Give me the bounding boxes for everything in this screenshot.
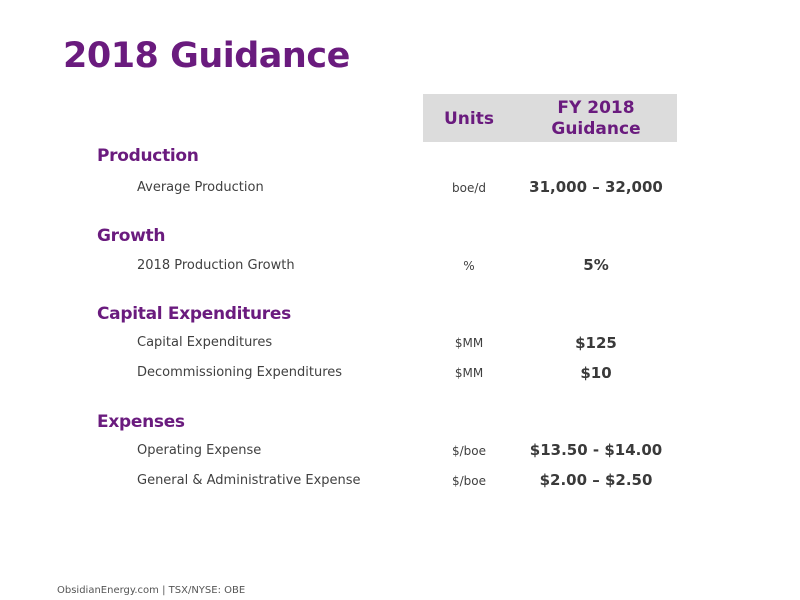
row-label: Decommissioning Expenditures <box>137 365 343 380</box>
page-title: 2018 Guidance <box>63 36 350 76</box>
row-unit: $MM <box>454 366 484 380</box>
row-unit: boe/d <box>451 181 486 195</box>
row-value: $2.00 – $2.50 <box>539 471 653 489</box>
guidance-header-line2: Guidance <box>551 119 641 139</box>
row-label: Average Production <box>137 180 264 195</box>
guidance-column-header: FY 2018 Guidance <box>515 98 677 140</box>
section-heading-production: Production <box>97 146 199 166</box>
units-column-header: Units <box>444 109 494 129</box>
section-heading-growth: Growth <box>97 226 166 246</box>
section-heading-expenses: Expenses <box>97 412 185 432</box>
row-unit: $/boe <box>451 474 487 488</box>
row-label: Capital Expenditures <box>137 335 273 350</box>
footer-text: ObsidianEnergy.com | TSX/NYSE: OBE <box>57 585 246 596</box>
row-unit: % <box>463 259 475 273</box>
row-label: General & Administrative Expense <box>137 473 361 488</box>
row-value: 31,000 – 32,000 <box>529 178 663 196</box>
row-label: 2018 Production Growth <box>137 258 295 273</box>
row-value: $10 <box>580 364 612 382</box>
row-value: 5% <box>583 256 609 274</box>
row-unit: $/boe <box>451 444 487 458</box>
row-unit: $MM <box>454 336 484 350</box>
table-header-background <box>423 94 677 142</box>
section-heading-capital-expenditures: Capital Expenditures <box>97 304 291 324</box>
row-value: $125 <box>575 334 617 352</box>
row-label: Operating Expense <box>137 443 262 458</box>
row-value: $13.50 - $14.00 <box>529 441 663 459</box>
guidance-header-line1: FY 2018 <box>557 98 635 118</box>
